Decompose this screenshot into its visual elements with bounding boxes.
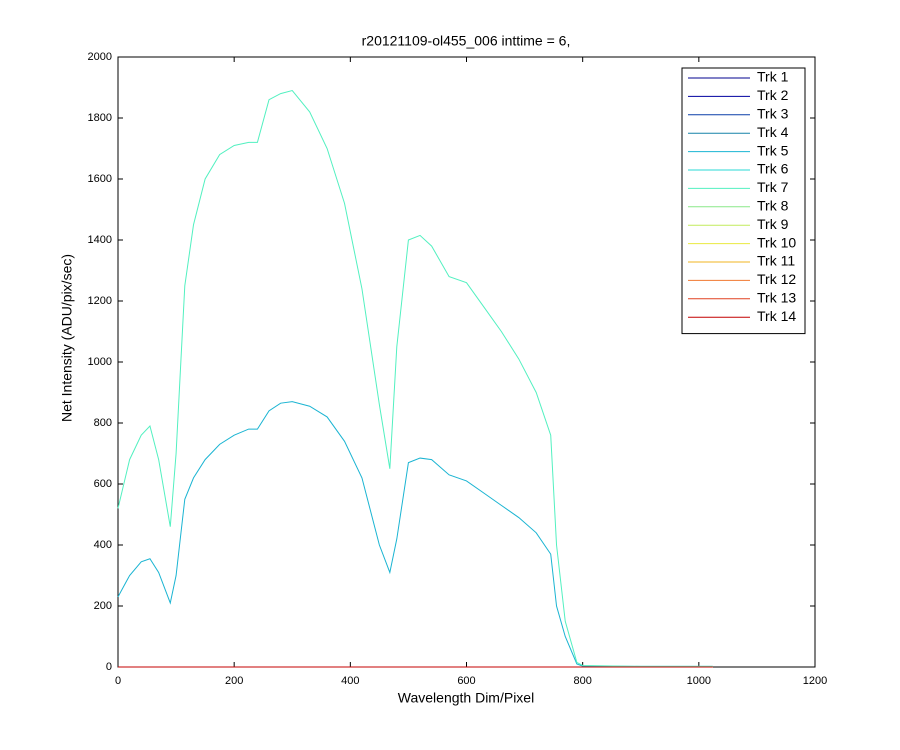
x-tick-label: 200 (225, 675, 243, 687)
y-tick-label: 1200 (88, 295, 112, 307)
legend-label: Trk 9 (757, 216, 789, 232)
legend-box (681, 67, 806, 335)
y-tick-label: 1000 (88, 356, 112, 368)
legend-label: Trk 11 (757, 253, 795, 269)
legend-label: Trk 14 (757, 308, 796, 324)
legend-label: Trk 6 (757, 161, 789, 177)
y-tick-label: 600 (94, 478, 112, 490)
legend-label: Trk 5 (757, 142, 789, 158)
x-tick-label: 0 (115, 675, 121, 687)
y-tick-label: 0 (106, 661, 112, 673)
y-tick-label: 800 (94, 417, 112, 429)
y-tick-label: 400 (94, 539, 112, 551)
legend-label: Trk 10 (757, 234, 796, 250)
chart-title: r20121109-ol455_006 inttime = 6, (362, 33, 571, 49)
y-tick-label: 1800 (88, 112, 112, 124)
series-line (117, 401, 713, 667)
legend-label: Trk 8 (757, 198, 789, 214)
y-axis-label: Net Intensity (ADU/pix/sec) (59, 254, 75, 422)
x-tick-label: 800 (573, 675, 591, 687)
legend-label: Trk 3 (757, 106, 789, 122)
legend-label: Trk 1 (757, 69, 789, 85)
x-tick-label: 1000 (687, 675, 711, 687)
y-tick-label: 1600 (88, 173, 112, 185)
x-tick-label: 1200 (803, 675, 827, 687)
legend-label: Trk 7 (757, 179, 789, 195)
y-tick-label: 200 (94, 600, 112, 612)
x-tick-label: 400 (341, 675, 359, 687)
legend-label: Trk 12 (757, 271, 796, 287)
series-line (117, 89, 713, 667)
legend-label: Trk 4 (757, 124, 789, 140)
y-tick-label: 2000 (88, 51, 112, 63)
legend-label: Trk 13 (757, 290, 796, 306)
x-tick-label: 600 (457, 675, 475, 687)
legend-label: Trk 2 (757, 87, 789, 103)
y-tick-label: 1400 (88, 234, 112, 246)
x-axis-label: Wavelength Dim/Pixel (398, 690, 534, 706)
